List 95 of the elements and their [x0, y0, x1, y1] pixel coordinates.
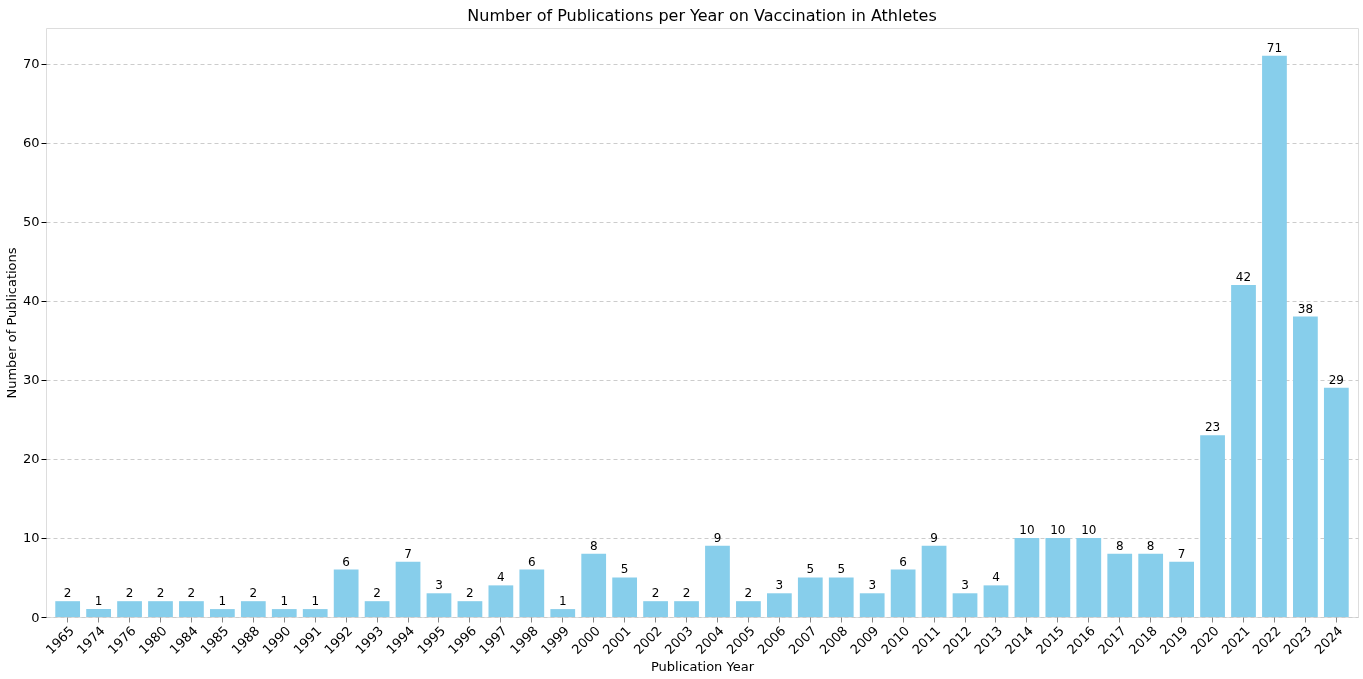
data-label: 1 — [558, 594, 567, 609]
data-label: 1 — [280, 594, 289, 609]
bar — [983, 585, 1009, 617]
bar — [395, 561, 421, 617]
data-label: 7 — [1177, 546, 1186, 561]
bar — [364, 601, 390, 617]
y-tick-label: 0 — [31, 609, 40, 625]
data-label: 9 — [930, 530, 938, 545]
data-label: 8 — [589, 538, 598, 553]
bar — [674, 601, 699, 617]
data-label: 3 — [435, 578, 443, 593]
y-tick-label: 70 — [22, 56, 40, 72]
bar — [117, 601, 142, 617]
data-label: 8 — [1115, 538, 1124, 553]
bar — [952, 593, 978, 617]
data-label: 42 — [1235, 269, 1252, 284]
data-label: 2 — [125, 586, 134, 601]
data-label: 2 — [466, 586, 474, 601]
y-tick-label: 30 — [22, 372, 40, 388]
y-axis-title: Number of Publications — [3, 247, 19, 399]
bar — [55, 601, 81, 617]
bar — [705, 545, 730, 617]
bar — [1323, 387, 1349, 617]
bar — [797, 577, 823, 617]
bar — [1076, 537, 1102, 617]
bar — [519, 569, 545, 617]
bar — [333, 569, 359, 617]
bar — [612, 577, 638, 617]
data-label: 4 — [992, 570, 1000, 585]
data-label: 38 — [1297, 301, 1314, 316]
bar — [1169, 561, 1194, 617]
data-label: 5 — [620, 562, 629, 577]
data-label: 2 — [249, 586, 258, 601]
bar — [1014, 537, 1040, 617]
bar — [766, 593, 792, 617]
data-label: 10 — [1081, 522, 1097, 537]
bar — [736, 601, 761, 617]
bar — [271, 609, 297, 617]
data-label: 2 — [651, 586, 660, 601]
bar — [859, 593, 885, 617]
y-tick-label: 10 — [22, 530, 40, 546]
bar — [921, 545, 947, 617]
data-label: 71 — [1266, 40, 1283, 55]
bar — [1231, 284, 1256, 617]
bar — [890, 569, 916, 617]
data-label: 5 — [806, 562, 815, 577]
y-tick-label: 40 — [22, 293, 40, 309]
bar — [581, 553, 607, 617]
data-label: 1 — [218, 594, 227, 609]
data-label: 2 — [63, 586, 72, 601]
bar — [1138, 553, 1164, 617]
bar — [1200, 435, 1225, 617]
bar — [302, 609, 328, 617]
y-tick-label: 50 — [22, 214, 40, 230]
data-label: 6 — [342, 554, 350, 569]
x-axis-title: Publication Year — [651, 659, 755, 675]
data-label: 6 — [899, 554, 907, 569]
data-label: 8 — [1146, 538, 1155, 553]
data-label: 2 — [682, 586, 691, 601]
bar — [457, 601, 483, 617]
data-label: 6 — [527, 554, 536, 569]
y-tick-label: 60 — [22, 135, 40, 151]
bar — [210, 609, 235, 617]
data-label: 7 — [404, 546, 412, 561]
data-label: 3 — [961, 578, 969, 593]
bar — [240, 601, 266, 617]
bar — [148, 601, 173, 617]
data-label: 10 — [1050, 522, 1066, 537]
bar — [1107, 553, 1133, 617]
data-label: 5 — [837, 562, 846, 577]
bar — [179, 601, 204, 617]
bar — [828, 577, 854, 617]
data-label: 3 — [868, 578, 877, 593]
bar — [426, 593, 452, 617]
data-label: 2 — [156, 586, 165, 601]
data-label: 2 — [373, 586, 381, 601]
y-tick-label: 20 — [22, 451, 40, 467]
bar — [488, 585, 514, 617]
data-label: 3 — [775, 578, 784, 593]
chart-title: Number of Publications per Year on Vaccination in Athletes — [467, 6, 937, 25]
data-label: 10 — [1019, 522, 1035, 537]
bar — [550, 609, 576, 617]
bar — [86, 609, 111, 617]
data-label: 1 — [311, 594, 320, 609]
bar — [1293, 316, 1318, 617]
bar — [1045, 537, 1071, 617]
data-label: 23 — [1204, 420, 1221, 435]
bar — [643, 601, 668, 617]
data-label: 1 — [94, 594, 103, 609]
data-label: 9 — [713, 530, 722, 545]
data-label: 4 — [497, 570, 505, 585]
data-label: 29 — [1328, 372, 1344, 387]
bar — [1262, 55, 1287, 617]
data-label: 2 — [187, 586, 196, 601]
data-label: 2 — [744, 586, 753, 601]
